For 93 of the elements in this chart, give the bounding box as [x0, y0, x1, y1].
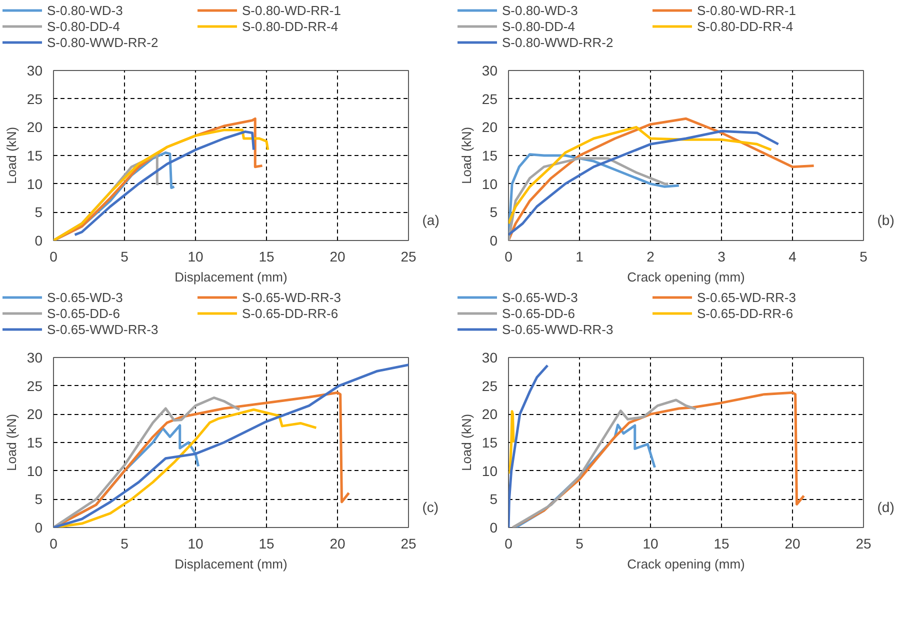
y-tick-label: 25 — [482, 90, 498, 107]
x-axis-title: Displacement (mm) — [174, 270, 288, 284]
legend-label: S-0.65-WWD-RR-3 — [47, 321, 160, 337]
y-tick-label: 30 — [482, 62, 498, 78]
x-tick-label: 5 — [120, 248, 129, 264]
legend-label: S-0.80-WD-RR-1 — [242, 2, 342, 18]
y-tick-label: 10 — [482, 176, 498, 192]
legend-label: S-0.80-DD-RR-4 — [242, 18, 340, 34]
y-tick-label: 0 — [34, 232, 43, 248]
y-tick-label: 10 — [26, 176, 43, 192]
legend-label: S-0.80-DD-RR-4 — [697, 18, 794, 34]
text: (c) — [422, 499, 439, 516]
x-tick-label: 0 — [50, 248, 58, 264]
y-tick-label: 15 — [26, 148, 43, 164]
y-tick-label: 30 — [482, 350, 498, 366]
x-axis-title: Displacement (mm) — [174, 556, 288, 572]
y-tick-label: 20 — [482, 119, 498, 136]
y-tick-label: 15 — [482, 434, 498, 450]
y-tick-label: 30 — [26, 350, 43, 366]
text: (a) — [422, 212, 440, 228]
y-tick-label: 0 — [490, 520, 498, 536]
legend-label: S-0.80-WD-3 — [502, 2, 579, 18]
y-tick-label: 10 — [482, 462, 498, 479]
line-series — [54, 396, 241, 528]
y-tick-label: 20 — [26, 406, 43, 422]
line-series — [74, 130, 255, 236]
y-tick-label: 0 — [490, 232, 498, 248]
text: (d) — [877, 499, 894, 516]
legend-label: S-0.80-DD-4 — [502, 18, 576, 34]
y-tick-label: 30 — [26, 62, 43, 78]
legend-label: S-0.65-WD-3 — [502, 289, 579, 305]
x-tick-label: 15 — [714, 536, 730, 552]
text: (b) — [877, 212, 894, 228]
y-tick-label: 25 — [26, 90, 43, 107]
x-tick-label: 10 — [642, 536, 658, 552]
x-tick-label: 0 — [504, 536, 513, 552]
legend-label: S-0.80-WWD-RR-2 — [47, 34, 160, 50]
x-tick-label: 20 — [784, 536, 800, 552]
line-series — [508, 126, 772, 225]
y-tick-label: 25 — [26, 378, 43, 394]
x-tick-label: 25 — [400, 248, 416, 264]
y-tick-label: 5 — [490, 491, 498, 508]
y-tick-label: 10 — [26, 462, 43, 479]
y-tick-label: 25 — [482, 378, 498, 394]
y-tick-label: 15 — [26, 434, 43, 450]
x-axis-title: Crack opening (mm) — [627, 270, 745, 284]
x-tick-label: 25 — [400, 536, 416, 552]
legend-label: S-0.80-WD-3 — [47, 2, 124, 18]
x-axis-title: Crack opening (mm) — [627, 556, 745, 572]
legend-label: S-0.80-WWD-RR-2 — [502, 34, 614, 50]
x-tick-label: 0 — [504, 248, 513, 264]
legend-label: S-0.80-WD-RR-1 — [697, 2, 797, 18]
x-tick-label: 1 — [576, 248, 584, 264]
x-tick-label: 3 — [718, 248, 726, 264]
legend-label: S-0.65-WWD-RR-3 — [502, 321, 614, 337]
legend-label: S-0.65-WD-3 — [47, 289, 124, 305]
legend-label: S-0.65-WD-RR-3 — [242, 289, 342, 305]
x-tick-label: 10 — [188, 248, 204, 264]
y-tick-label: 5 — [34, 204, 43, 220]
line-series — [512, 398, 698, 528]
legend-label: S-0.65-DD-6 — [502, 305, 576, 321]
line-series — [54, 364, 408, 528]
x-tick-label: 10 — [188, 536, 204, 552]
x-tick-label: 0 — [50, 536, 58, 552]
line-series — [508, 410, 515, 475]
x-tick-label: 15 — [258, 536, 274, 552]
x-tick-label: 25 — [856, 536, 872, 552]
y-tick-label: 20 — [26, 119, 43, 136]
y-axis-title: Load (kN) — [4, 414, 19, 472]
y-tick-label: 15 — [482, 148, 498, 164]
legend-label: S-0.80-DD-4 — [47, 18, 121, 34]
line-series — [508, 364, 549, 528]
x-tick-label: 5 — [576, 536, 584, 552]
legend-label: S-0.65-WD-RR-3 — [697, 289, 797, 305]
line-series — [508, 130, 780, 236]
y-axis-title: Load (kN) — [458, 414, 474, 472]
legend-label: S-0.65-DD-6 — [47, 305, 121, 321]
legend-label: S-0.65-DD-RR-6 — [697, 305, 794, 321]
x-tick-label: 20 — [330, 248, 346, 264]
x-tick-label: 20 — [330, 536, 346, 552]
x-tick-label: 15 — [258, 248, 274, 264]
y-axis-title: Load (kN) — [4, 126, 19, 184]
y-tick-label: 20 — [482, 406, 498, 422]
y-tick-label: 5 — [34, 491, 43, 508]
x-tick-label: 5 — [120, 536, 129, 552]
x-tick-label: 5 — [860, 248, 868, 264]
line-series — [508, 117, 816, 240]
y-tick-label: 5 — [490, 204, 498, 220]
legend-label: S-0.65-DD-RR-6 — [242, 305, 340, 321]
x-tick-label: 4 — [788, 248, 797, 264]
y-axis-title: Load (kN) — [458, 126, 474, 184]
x-tick-label: 2 — [646, 248, 655, 264]
y-tick-label: 0 — [34, 520, 43, 536]
